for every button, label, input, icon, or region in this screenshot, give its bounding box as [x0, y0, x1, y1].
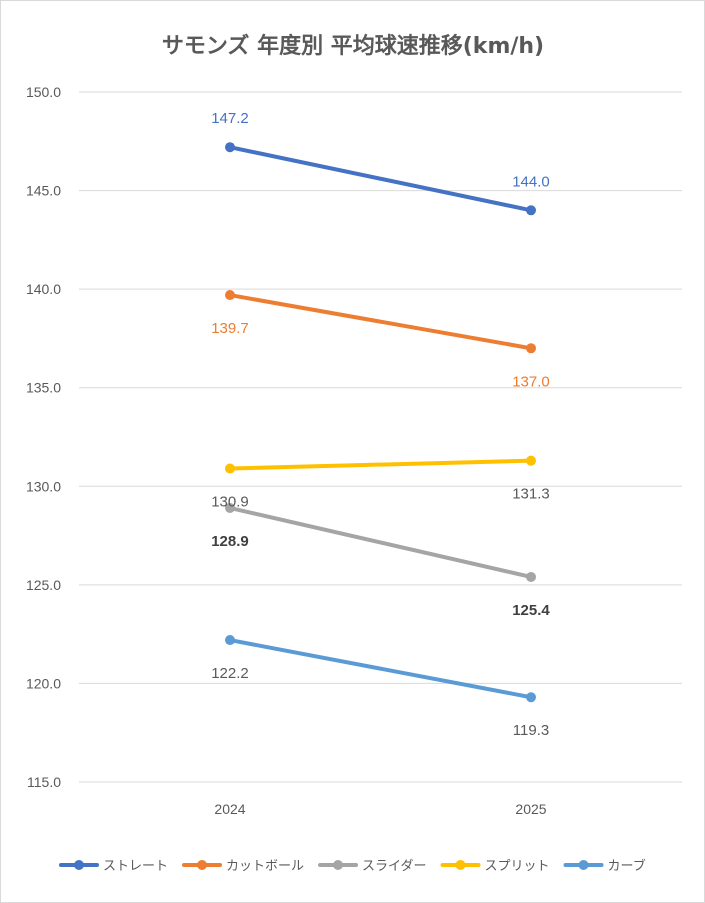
- series-line: [228, 293, 533, 351]
- data-label: 119.3: [513, 722, 549, 739]
- legend-label: カットボール: [226, 859, 304, 874]
- y-tick-label: 115.0: [27, 774, 61, 790]
- y-tick-label: 140.0: [26, 281, 61, 297]
- y-tick-label: 150.0: [26, 84, 61, 100]
- y-axis: 150.0 145.0 140.0 135.0 130.0 125.0 120.0 115.0: [26, 84, 61, 790]
- series-line: [228, 505, 533, 579]
- y-tick-label: 130.0: [26, 478, 61, 494]
- legend-label: ストレート: [103, 859, 168, 874]
- y-tick-label: 135.0: [26, 380, 61, 396]
- data-label: 139.7: [211, 320, 249, 337]
- data-point: [526, 205, 536, 216]
- x-tick-label: 2024: [214, 801, 245, 817]
- data-point: [225, 290, 235, 301]
- legend-swatch-marker: [333, 860, 344, 870]
- data-label: 128.9: [211, 533, 249, 550]
- series-line: [228, 145, 533, 213]
- legend-swatch-marker: [455, 860, 466, 870]
- chart-title: サモンズ 年度別 平均球速推移(km/h): [162, 33, 544, 59]
- data-point: [225, 635, 235, 646]
- series-lines: [225, 142, 536, 703]
- data-label: 137.0: [512, 373, 550, 390]
- data-label: 122.2: [211, 665, 249, 682]
- legend-label: スプリット: [485, 859, 550, 874]
- legend-label: スライダー: [362, 859, 426, 874]
- data-point: [225, 142, 235, 153]
- legend: ストレート カットボール スライダー スプリット カーブ: [59, 858, 646, 874]
- x-axis: 2024 2025: [214, 801, 546, 817]
- data-label: 125.4: [512, 602, 550, 619]
- data-point: [225, 463, 235, 474]
- x-tick-label: 2025: [515, 801, 546, 817]
- y-tick-label: 125.0: [26, 577, 61, 593]
- data-point: [526, 455, 536, 466]
- data-point: [526, 343, 536, 354]
- series-line: [228, 458, 533, 471]
- data-point: [225, 502, 235, 513]
- data-point: [526, 571, 536, 582]
- legend-swatch-marker: [197, 860, 208, 870]
- data-label: 130.9: [211, 494, 249, 511]
- legend-swatch-marker: [578, 860, 589, 870]
- data-label: 147.2: [211, 110, 249, 127]
- series-line: [228, 638, 533, 700]
- data-label: 144.0: [512, 173, 550, 190]
- y-tick-label: 145.0: [26, 183, 61, 199]
- legend-swatch-marker: [74, 860, 84, 870]
- y-tick-label: 120.0: [26, 675, 61, 691]
- data-point: [526, 692, 536, 703]
- gridlines: [79, 91, 682, 783]
- data-labels: 147.2 144.0 139.7 137.0 128.9 125.4 130.9 131.3…: [211, 110, 550, 739]
- data-label: 131.3: [512, 486, 550, 503]
- legend-label: カーブ: [608, 858, 646, 874]
